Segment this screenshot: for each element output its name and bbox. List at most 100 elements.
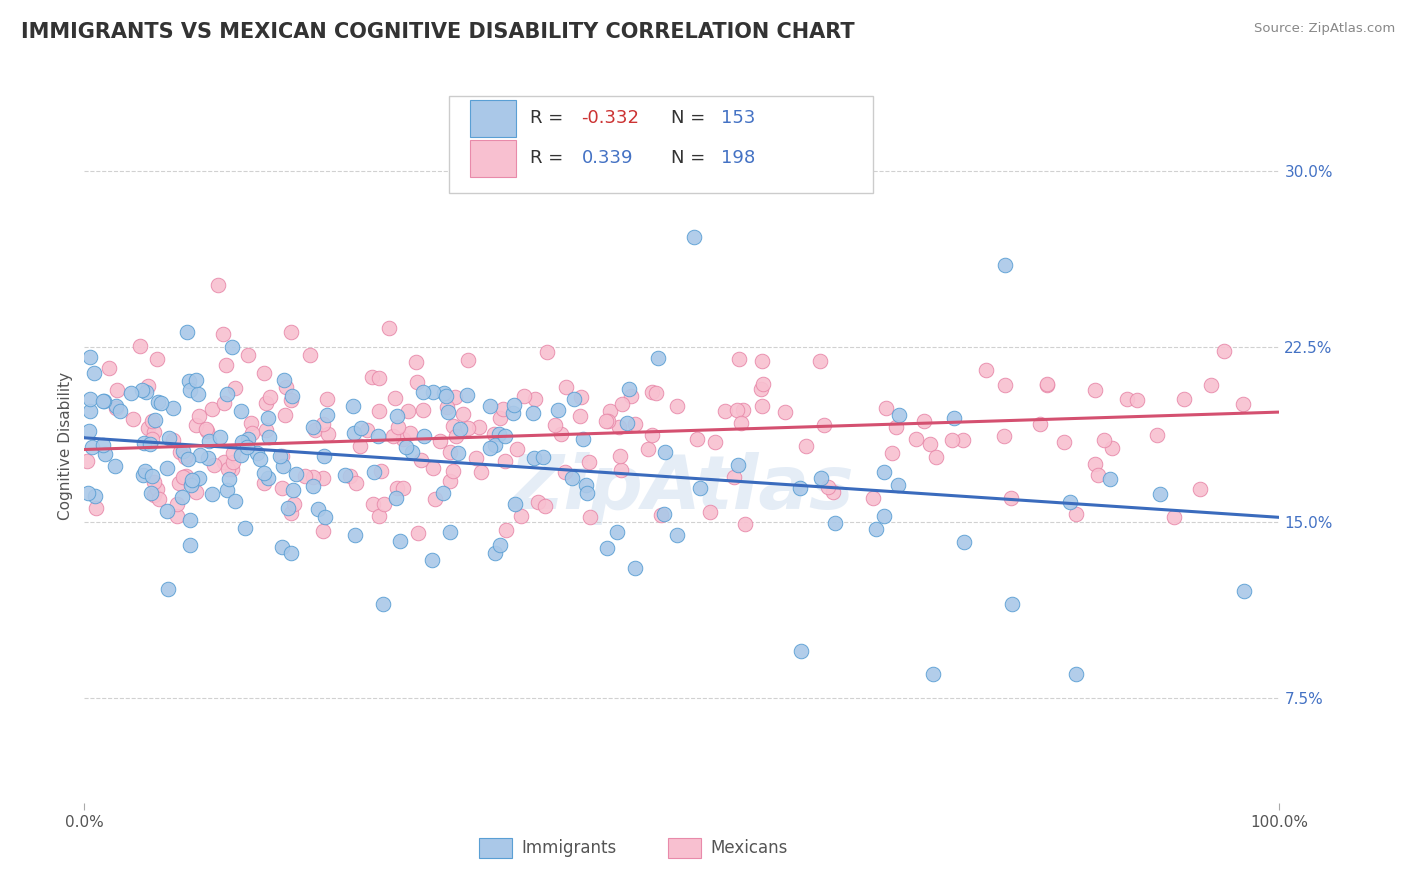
Point — [993, 429, 1015, 443]
Point — [598, 414, 620, 428]
Point — [399, 425, 422, 440]
Point — [439, 525, 461, 540]
Point — [606, 524, 628, 539]
Point — [231, 434, 253, 449]
Point — [274, 408, 297, 422]
Point — [436, 400, 458, 414]
Point — [257, 411, 280, 425]
Point — [509, 509, 531, 524]
Point — [207, 278, 229, 293]
Point — [312, 471, 335, 485]
Point — [253, 466, 276, 480]
Point — [1173, 392, 1195, 406]
Point — [575, 486, 598, 500]
Point — [256, 471, 278, 485]
Point — [862, 491, 884, 505]
Point — [420, 553, 443, 567]
Point — [143, 488, 166, 502]
Point — [446, 445, 468, 459]
Point — [751, 353, 773, 368]
Point — [1053, 434, 1076, 449]
Point — [382, 428, 405, 442]
Point — [451, 408, 474, 422]
Point — [484, 438, 506, 452]
Point — [952, 433, 974, 447]
Point — [143, 425, 166, 439]
Point — [470, 465, 492, 479]
Point — [294, 468, 316, 483]
Point — [751, 399, 773, 413]
Point — [131, 383, 153, 397]
Point — [177, 375, 200, 389]
Point — [1146, 428, 1168, 442]
Point — [141, 432, 163, 446]
Point — [208, 430, 231, 444]
Point — [197, 434, 219, 449]
Point — [143, 412, 166, 426]
Point — [790, 644, 813, 658]
Point — [302, 478, 325, 492]
Point — [578, 455, 600, 469]
Point — [610, 396, 633, 410]
Point — [796, 439, 818, 453]
Point — [1126, 392, 1149, 407]
Point — [146, 352, 169, 367]
Point — [134, 464, 156, 478]
Point — [174, 450, 197, 464]
Point — [145, 482, 167, 496]
Point — [730, 417, 752, 431]
Point — [187, 409, 209, 424]
Point — [1036, 377, 1059, 392]
Point — [624, 417, 647, 431]
Point — [882, 446, 904, 460]
Point — [134, 436, 156, 450]
Point — [302, 420, 325, 434]
Point — [224, 381, 246, 395]
Point — [488, 427, 510, 442]
Point — [162, 401, 184, 415]
Point — [77, 485, 100, 500]
Point — [731, 402, 754, 417]
Point — [108, 404, 131, 418]
Point — [285, 467, 308, 481]
Point — [167, 475, 190, 490]
Point — [104, 401, 127, 415]
Point — [184, 485, 207, 500]
Point — [1059, 495, 1081, 509]
Point — [1092, 433, 1115, 447]
Text: Mexicans: Mexicans — [710, 838, 787, 856]
Point — [411, 452, 433, 467]
Point — [734, 517, 756, 532]
Point — [554, 465, 576, 479]
Point — [544, 417, 567, 432]
Point — [91, 393, 114, 408]
Point — [157, 431, 180, 445]
Point — [91, 438, 114, 452]
Point — [595, 414, 617, 428]
Point — [652, 508, 675, 522]
Point — [484, 546, 506, 560]
Point — [139, 437, 162, 451]
Point — [221, 455, 243, 469]
Point — [139, 486, 162, 500]
Point — [479, 441, 502, 455]
Point — [406, 375, 429, 389]
Point — [315, 409, 337, 423]
Point — [202, 458, 225, 473]
Point — [384, 391, 406, 405]
Text: R =: R = — [530, 150, 575, 168]
Point — [789, 481, 811, 495]
Point — [536, 345, 558, 359]
Text: IMMIGRANTS VS MEXICAN COGNITIVE DISABILITY CORRELATION CHART: IMMIGRANTS VS MEXICAN COGNITIVE DISABILI… — [21, 22, 855, 42]
Point — [201, 487, 224, 501]
Point — [274, 380, 297, 394]
Point — [315, 392, 337, 406]
Point — [561, 471, 583, 485]
Point — [920, 437, 942, 451]
Point — [120, 386, 142, 401]
Point — [723, 469, 745, 483]
Point — [610, 463, 633, 477]
Point — [887, 408, 910, 422]
Point — [249, 452, 271, 467]
Text: ZipAtlas: ZipAtlas — [509, 452, 855, 525]
